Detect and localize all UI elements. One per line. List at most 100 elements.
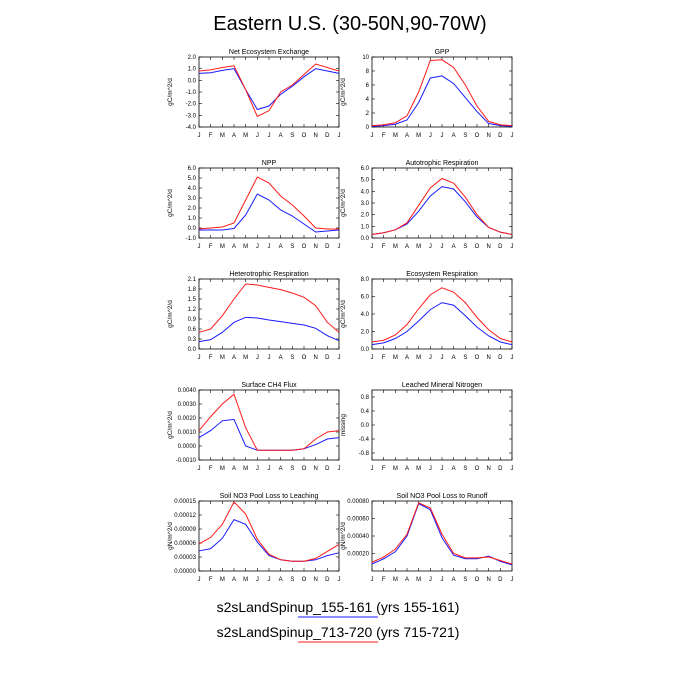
y-tick-label: 0.0020 bbox=[178, 416, 197, 422]
y-axis-label: gC/m^2/d bbox=[340, 189, 347, 217]
x-tick-label: D bbox=[325, 466, 330, 472]
x-tick-label: J bbox=[256, 466, 259, 472]
plot-frame bbox=[371, 56, 513, 128]
x-tick-label: D bbox=[498, 133, 503, 139]
y-tick-label: -0.0010 bbox=[176, 458, 197, 464]
y-tick-label: 4.0 bbox=[188, 186, 197, 192]
y-tick-label: 0.00003 bbox=[174, 555, 196, 561]
y-tick-label: 1.2 bbox=[188, 307, 197, 313]
x-tick-label: F bbox=[209, 466, 213, 472]
x-tick-label: N bbox=[313, 466, 317, 472]
x-tick-label: A bbox=[232, 355, 236, 361]
x-tick-label: A bbox=[279, 355, 283, 361]
x-tick-label: O bbox=[302, 244, 307, 250]
x-tick-label: J bbox=[429, 466, 432, 472]
y-axis-label: missing bbox=[340, 414, 347, 436]
series-line-blue bbox=[198, 519, 340, 562]
x-tick-label: J bbox=[268, 466, 271, 472]
x-tick-label: O bbox=[302, 466, 307, 472]
panel-title: Soil NO3 Pool Loss to Runoff bbox=[397, 493, 488, 500]
x-tick-label: O bbox=[475, 355, 480, 361]
x-tick-label: J bbox=[371, 133, 374, 139]
panels-group: Net Ecosystem Exchange gC/m^2/d 2.0 1.0 0.0 -… bbox=[167, 49, 514, 583]
x-tick-label: J bbox=[198, 133, 201, 139]
x-tick-label: S bbox=[463, 466, 467, 472]
panel-7: Surface CH4 Flux gC/m^2/d 0.0040 0.0030 0.00… bbox=[167, 382, 341, 472]
x-tick-label: S bbox=[463, 244, 467, 250]
x-tick-label: J bbox=[441, 355, 444, 361]
y-tick-label: 0.00020 bbox=[347, 552, 369, 558]
y-axis-label: gC/m^2/d bbox=[340, 78, 347, 106]
x-tick-label: J bbox=[256, 244, 259, 250]
y-tick-label: 0.00009 bbox=[174, 527, 196, 533]
x-tick-label: D bbox=[325, 577, 330, 583]
x-tick-label: J bbox=[371, 244, 374, 250]
x-tick-label: F bbox=[209, 133, 213, 139]
x-tick-label: M bbox=[393, 133, 398, 139]
x-tick-label: J bbox=[511, 244, 514, 250]
x-tick-label: O bbox=[302, 355, 307, 361]
x-tick-label: M bbox=[243, 577, 248, 583]
series-line-blue bbox=[371, 75, 513, 127]
x-tick-label: J bbox=[511, 577, 514, 583]
legend-entry-1-label: s2sLandSpinup_155-161 (yrs 155-161) bbox=[217, 599, 460, 615]
y-tick-label: 4.0 bbox=[361, 312, 370, 318]
x-tick-label: J bbox=[268, 355, 271, 361]
x-tick-label: O bbox=[302, 577, 307, 583]
x-tick-label: F bbox=[382, 577, 386, 583]
series-line-blue bbox=[198, 316, 340, 343]
x-tick-label: J bbox=[198, 355, 201, 361]
x-tick-label: M bbox=[416, 466, 421, 472]
y-tick-label: 1.0 bbox=[188, 67, 197, 73]
x-tick-label: F bbox=[382, 244, 386, 250]
x-tick-label: J bbox=[441, 577, 444, 583]
y-tick-label: 0.0 bbox=[361, 347, 370, 353]
y-tick-label: 0.6 bbox=[188, 327, 197, 333]
x-tick-label: S bbox=[463, 577, 467, 583]
x-tick-label: F bbox=[382, 466, 386, 472]
y-tick-label: 0.00012 bbox=[174, 513, 196, 519]
y-tick-label: 2.0 bbox=[188, 55, 197, 61]
panel-title: Soil NO3 Pool Loss to Leaching bbox=[220, 493, 319, 500]
x-tick-label: M bbox=[243, 466, 248, 472]
x-tick-label: J bbox=[338, 244, 341, 250]
x-tick-label: J bbox=[338, 577, 341, 583]
x-tick-label: D bbox=[498, 577, 503, 583]
x-tick-label: J bbox=[371, 466, 374, 472]
series-line-blue bbox=[199, 193, 340, 233]
x-tick-label: J bbox=[268, 133, 271, 139]
series-line-blue bbox=[198, 68, 340, 111]
x-tick-label: O bbox=[475, 244, 480, 250]
x-tick-label: M bbox=[416, 244, 421, 250]
y-tick-label: 0.0 bbox=[188, 226, 197, 232]
x-tick-label: A bbox=[452, 466, 456, 472]
panel-6: Ecosystem Respiration gC/m^2/d 8.0 6.0 4.0 2.… bbox=[340, 271, 514, 361]
x-tick-label: D bbox=[325, 133, 330, 139]
series-line-blue bbox=[371, 302, 513, 346]
y-tick-label: 6 bbox=[366, 83, 370, 89]
x-tick-label: S bbox=[290, 577, 294, 583]
y-tick-label: 0.9 bbox=[188, 317, 197, 323]
x-tick-label: A bbox=[405, 466, 409, 472]
series-line-blue bbox=[371, 186, 513, 235]
y-axis-label: gC/m^2/d bbox=[167, 411, 174, 439]
y-tick-label: 5.0 bbox=[361, 178, 370, 184]
plot-frame bbox=[371, 278, 513, 350]
y-tick-label: 2.0 bbox=[361, 330, 370, 336]
x-tick-label: J bbox=[268, 577, 271, 583]
x-tick-label: A bbox=[232, 133, 236, 139]
x-tick-label: S bbox=[290, 466, 294, 472]
x-tick-label: J bbox=[338, 133, 341, 139]
y-axis-label: gC/m^2/d bbox=[340, 300, 347, 328]
x-tick-label: J bbox=[429, 355, 432, 361]
x-tick-label: M bbox=[393, 244, 398, 250]
plot-frame bbox=[371, 500, 513, 572]
panel-8: Leached Mineral Nitrogen missing 0.8 0.4 0.0… bbox=[340, 382, 514, 472]
y-tick-label: 1.0 bbox=[361, 224, 370, 230]
plot-frame bbox=[198, 389, 340, 461]
y-tick-label: 0.00000 bbox=[174, 569, 196, 575]
x-tick-label: A bbox=[232, 466, 236, 472]
x-tick-label: D bbox=[325, 244, 330, 250]
y-tick-label: 3.0 bbox=[361, 201, 370, 207]
y-tick-label: 2 bbox=[366, 111, 370, 117]
